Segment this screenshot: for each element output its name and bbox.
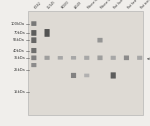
FancyBboxPatch shape <box>58 56 63 60</box>
Text: Mouse testis: Mouse testis <box>100 0 116 10</box>
Text: 40kDa: 40kDa <box>13 49 25 53</box>
FancyBboxPatch shape <box>84 56 89 60</box>
FancyBboxPatch shape <box>111 72 116 78</box>
Text: K-562: K-562 <box>34 1 43 10</box>
FancyBboxPatch shape <box>31 21 36 26</box>
FancyBboxPatch shape <box>31 37 36 43</box>
Text: STX2: STX2 <box>147 56 150 61</box>
FancyBboxPatch shape <box>45 29 50 37</box>
Text: Rat liver: Rat liver <box>113 0 125 10</box>
FancyBboxPatch shape <box>84 74 89 77</box>
FancyBboxPatch shape <box>111 56 116 60</box>
FancyBboxPatch shape <box>124 55 129 60</box>
FancyBboxPatch shape <box>137 56 142 60</box>
Text: Rat testis: Rat testis <box>140 0 150 10</box>
FancyBboxPatch shape <box>45 56 50 60</box>
FancyBboxPatch shape <box>97 38 103 42</box>
Text: 55kDa: 55kDa <box>13 38 25 42</box>
FancyBboxPatch shape <box>97 55 103 60</box>
Text: SK0V3: SK0V3 <box>60 0 70 10</box>
FancyBboxPatch shape <box>71 73 76 78</box>
Text: Mouse heart: Mouse heart <box>87 0 103 10</box>
Text: 70kDa: 70kDa <box>13 31 25 35</box>
FancyBboxPatch shape <box>31 63 36 67</box>
Text: 35kDa: 35kDa <box>13 56 25 60</box>
Bar <box>28 11 143 115</box>
FancyBboxPatch shape <box>31 30 36 36</box>
FancyBboxPatch shape <box>71 56 76 60</box>
Text: 25kDa: 25kDa <box>13 68 25 72</box>
FancyBboxPatch shape <box>31 55 36 60</box>
Text: DU145: DU145 <box>47 0 57 10</box>
Text: Rat heart: Rat heart <box>126 0 139 10</box>
FancyBboxPatch shape <box>31 48 36 53</box>
Text: 100kDa: 100kDa <box>11 22 25 26</box>
Text: A-549: A-549 <box>74 1 83 10</box>
Text: 15kDa: 15kDa <box>13 90 25 94</box>
